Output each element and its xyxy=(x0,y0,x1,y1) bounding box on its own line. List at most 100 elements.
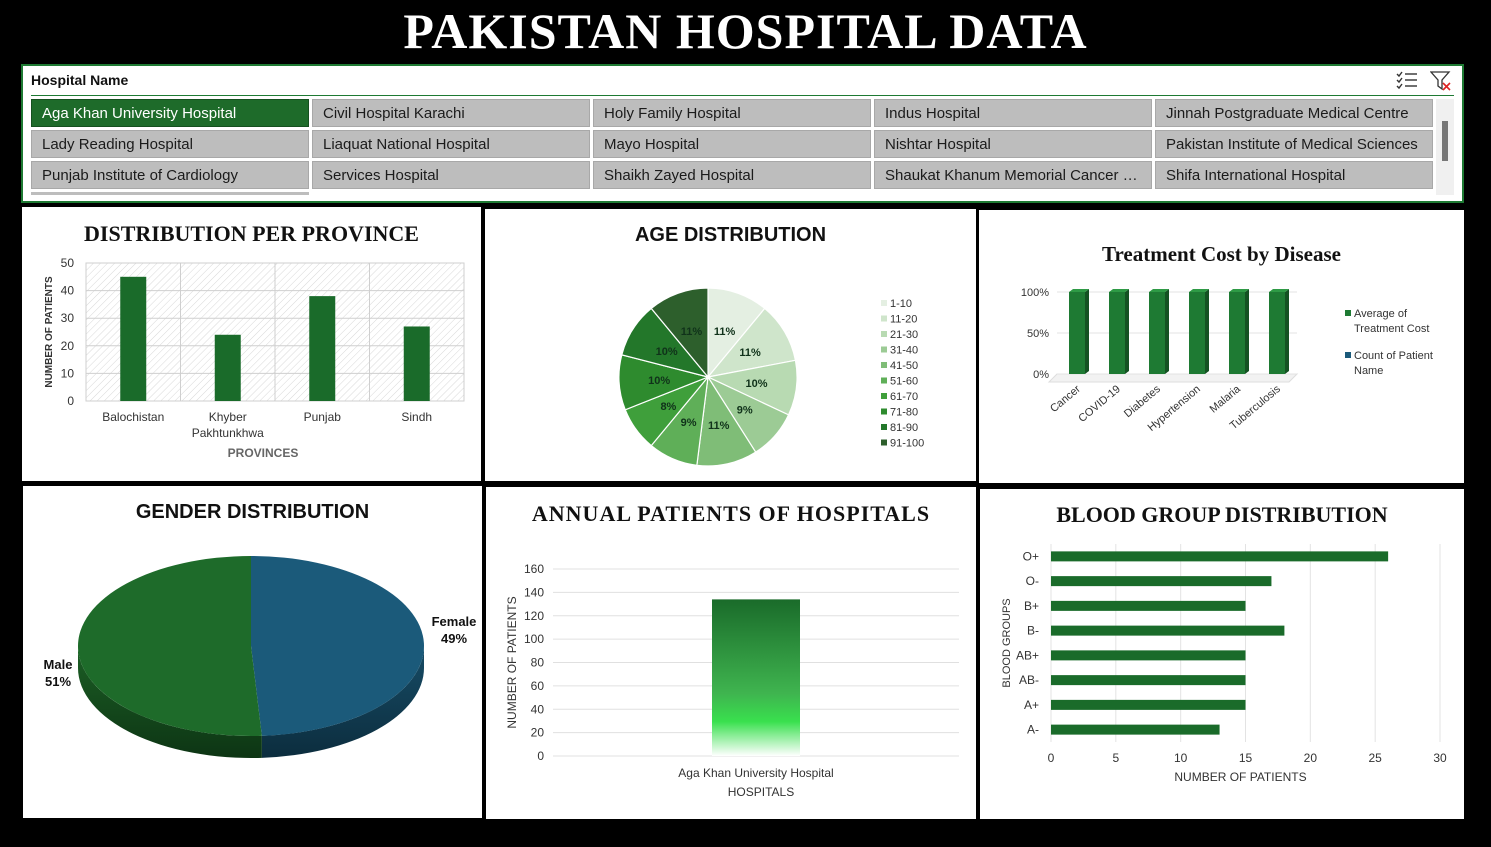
legend-swatch xyxy=(881,362,887,368)
bar-cancer xyxy=(1069,292,1085,374)
annual-chart: 0 20 40 60 80 100 120 140 160 Aga Khan University… xyxy=(505,562,959,799)
y-tick-label: 160 xyxy=(524,562,544,576)
slicer-item-shifa-international-hospital[interactable]: Shifa International Hospital xyxy=(1155,161,1433,189)
x-tick-label: Khyber Pakhtunkhwa xyxy=(192,410,264,440)
data-label: 11% xyxy=(714,326,736,338)
data-label: 9% xyxy=(681,417,697,429)
gender-side-female xyxy=(261,646,424,758)
slicer-item-civil-hospital-karachi[interactable]: Civil Hospital Karachi xyxy=(312,99,590,127)
slicer-item-services-hospital[interactable]: Services Hospital xyxy=(312,161,590,189)
x-tick-label: Punjab xyxy=(304,410,342,424)
x-tick-label: Sindh xyxy=(401,410,432,424)
y-tick-label: 0 xyxy=(537,749,544,763)
blood-chart-panel: BLOOD GROUP DISTRIBUTION 0 5 10 15 20 25 30 O+ O… xyxy=(980,489,1464,819)
blood-chart-title: BLOOD GROUP DISTRIBUTION xyxy=(1056,502,1388,527)
legend-swatch xyxy=(881,439,887,446)
slicer-item-punjab-institute-of-cardiology[interactable]: Punjab Institute of Cardiology xyxy=(31,161,309,189)
legend-label: 11-20 xyxy=(890,314,917,326)
gender-chart-title: GENDER DISTRIBUTION xyxy=(135,501,370,523)
data-label: 11% xyxy=(739,347,761,359)
slicer-item-jinnah-postgraduate-medical-centre[interactable]: Jinnah Postgraduate Medical Centre xyxy=(1155,99,1433,127)
treatment-chart-title: Treatment Cost by Disease xyxy=(1102,242,1341,266)
x-tick-label: Aga Khan University Hospital xyxy=(678,766,833,780)
slicer-item-lady-reading-hospital[interactable]: Lady Reading Hospital xyxy=(31,130,309,158)
hospital-slicer: Hospital Name Aga Khan University Hospit… xyxy=(21,64,1464,203)
x-axis-label: PROVINCES xyxy=(228,446,299,460)
legend-label: 51-60 xyxy=(890,376,918,388)
y-tick-label: 40 xyxy=(61,284,75,298)
data-label: 10% xyxy=(648,375,670,387)
slicer-item-indus-hospital[interactable]: Indus Hospital xyxy=(874,99,1152,127)
y-axis-label: NUMBER OF PATIENTS xyxy=(505,596,519,728)
legend-label: 71-80 xyxy=(890,407,918,419)
annual-chart-panel: ANNUAL PATIENTS OF HOSPITALS 0 20 40 60 80 10… xyxy=(486,487,976,819)
slicer-item-nishtar-hospital[interactable]: Nishtar Hospital xyxy=(874,130,1152,158)
legend-swatch xyxy=(881,300,887,306)
y-tick-label: B- xyxy=(1027,624,1039,638)
slicer-item-pakistan-institute-of-medical-sciences[interactable]: Pakistan Institute of Medical Sciences xyxy=(1155,130,1433,158)
bar-side xyxy=(1165,289,1169,374)
y-tick-label: A+ xyxy=(1024,698,1039,712)
legend-swatch xyxy=(881,393,887,399)
bar-diabetes xyxy=(1149,292,1165,374)
x-axis-label: NUMBER OF PATIENTS xyxy=(1174,770,1306,784)
x-axis-label: HOSPITALS xyxy=(728,785,794,799)
x-tick-label: 5 xyxy=(1112,751,1119,765)
slicer-item-mayo-hospital[interactable]: Mayo Hospital xyxy=(593,130,871,158)
data-label: 11% xyxy=(708,420,730,432)
bar-side xyxy=(1125,289,1129,374)
x-tick-label: 10 xyxy=(1174,751,1188,765)
bar-ab xyxy=(1051,675,1246,686)
bar-sindh xyxy=(403,326,430,401)
data-label: 9% xyxy=(737,404,753,416)
legend-label: 81-90 xyxy=(890,422,918,434)
legend-swatch xyxy=(881,346,887,353)
slicer-item-aga-khan-university-hospital[interactable]: Aga Khan University Hospital xyxy=(31,99,309,127)
bar-side xyxy=(1085,289,1089,374)
legend-swatch xyxy=(881,408,887,415)
chart-floor xyxy=(1047,373,1299,383)
legend-swatch xyxy=(1345,352,1351,358)
x-tick-label: 0 xyxy=(1048,751,1055,765)
bar-o xyxy=(1051,551,1389,562)
x-tick-label: 20 xyxy=(1304,751,1318,765)
y-tick-label: 140 xyxy=(524,585,544,599)
slice-91-100 xyxy=(650,287,709,379)
province-chart-panel: DISTRIBUTION PER PROVINCE 0 10 20 30 40 50 Bal… xyxy=(22,207,481,481)
legend-label: 41-50 xyxy=(890,360,918,372)
x-tick-label: 15 xyxy=(1239,751,1253,765)
y-tick-label: 120 xyxy=(524,609,544,623)
legend-swatch xyxy=(1345,310,1351,316)
clear-filter-icon[interactable] xyxy=(1430,70,1452,92)
y-tick-label: 50% xyxy=(1027,328,1049,340)
slicer-scrollbar[interactable] xyxy=(1436,99,1454,195)
data-label: 8% xyxy=(660,401,676,413)
data-label-female: Female 49% xyxy=(432,614,477,646)
bar-top xyxy=(1109,289,1129,292)
bar-side xyxy=(1285,289,1289,374)
y-tick-label: 0% xyxy=(1033,369,1049,381)
y-tick-label: AB- xyxy=(1019,673,1039,687)
bar-top xyxy=(1269,289,1289,292)
legend-swatch xyxy=(881,377,887,384)
x-tick-label: 25 xyxy=(1368,751,1382,765)
y-axis-label: BLOOD GROUPS xyxy=(1001,598,1013,687)
gender-chart: Male 51% Female 49% xyxy=(44,556,477,758)
slicer-item-shaikh-zayed-hospital[interactable]: Shaikh Zayed Hospital xyxy=(593,161,871,189)
y-tick-label: 20 xyxy=(531,726,545,740)
y-tick-label: 60 xyxy=(531,679,545,693)
legend-swatch xyxy=(881,331,887,337)
legend-label: 31-40 xyxy=(890,345,918,357)
slicer-item-holy-family-hospital[interactable]: Holy Family Hospital xyxy=(593,99,871,127)
bar-balochistan xyxy=(120,276,147,401)
treatment-chart-panel: Treatment Cost by Disease 0% 50% 100% Cance… xyxy=(979,210,1464,483)
bar-covid-19 xyxy=(1109,292,1125,374)
legend-label: 61-70 xyxy=(890,391,918,403)
legend-label: Average of Treatment Cost xyxy=(1354,308,1429,335)
bar-b xyxy=(1051,600,1246,611)
gender-side-male xyxy=(78,646,262,758)
slicer-item-shaukat-khanum-memorial-cancer-ho[interactable]: Shaukat Khanum Memorial Cancer Ho... xyxy=(874,161,1152,189)
multi-select-icon[interactable] xyxy=(1396,70,1418,92)
slicer-item-liaquat-national-hospital[interactable]: Liaquat National Hospital xyxy=(312,130,590,158)
y-tick-label: 10 xyxy=(61,366,75,380)
